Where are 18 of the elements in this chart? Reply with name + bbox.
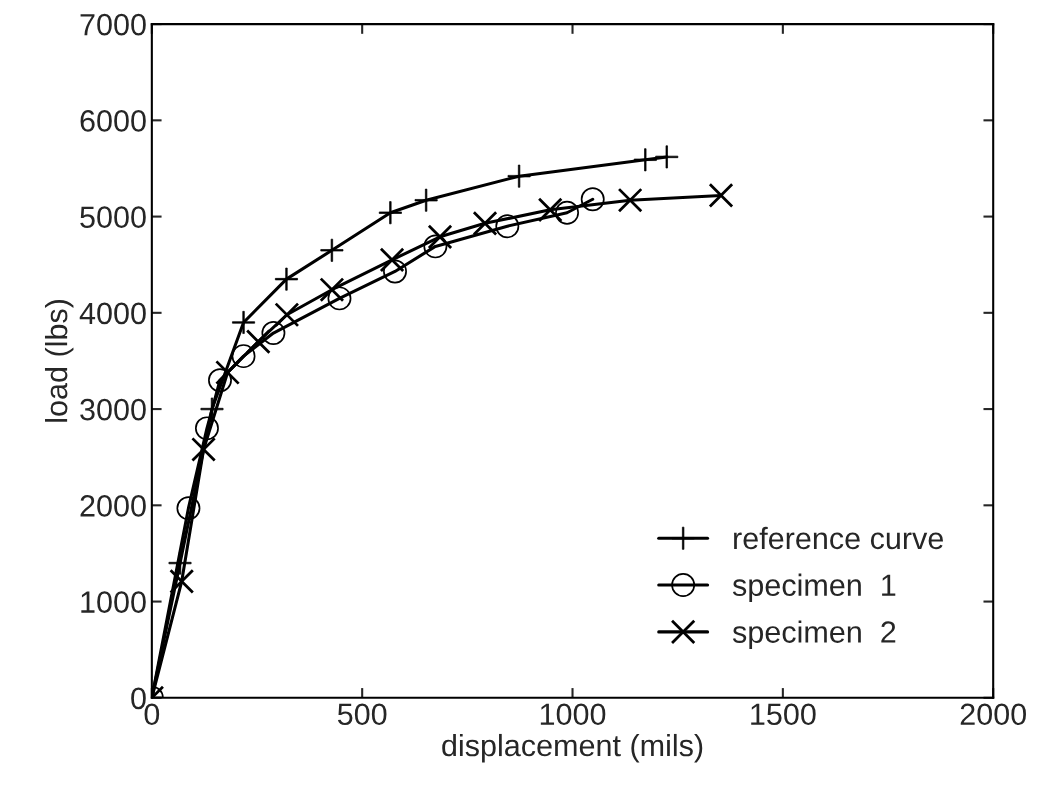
- y-axis-title: load (lbs): [44, 300, 74, 422]
- legend-label: reference curve: [734, 526, 943, 550]
- x-tick-label: 1000: [540, 703, 606, 726]
- y-tick-label: 0: [131, 687, 146, 710]
- y-tick-label: 3000: [80, 398, 146, 421]
- x-tick-label: 1500: [751, 703, 816, 726]
- legend-label: specimen 1: [732, 573, 896, 603]
- y-tick-label: 7000: [80, 13, 146, 36]
- y-tick-label: 5000: [80, 206, 146, 228]
- x-tick-label: 0: [144, 703, 160, 726]
- y-tick-label: 2000: [80, 495, 146, 517]
- x-tick-label: 2000: [960, 703, 1026, 726]
- x-tick-label: 500: [337, 703, 387, 726]
- y-tick-label: 6000: [80, 110, 146, 132]
- y-tick-label: 4000: [79, 302, 146, 325]
- y-tick-label: 1000: [81, 591, 146, 613]
- legend-label: specimen 2: [732, 620, 896, 649]
- x-axis-title: displacement (mils): [442, 733, 703, 763]
